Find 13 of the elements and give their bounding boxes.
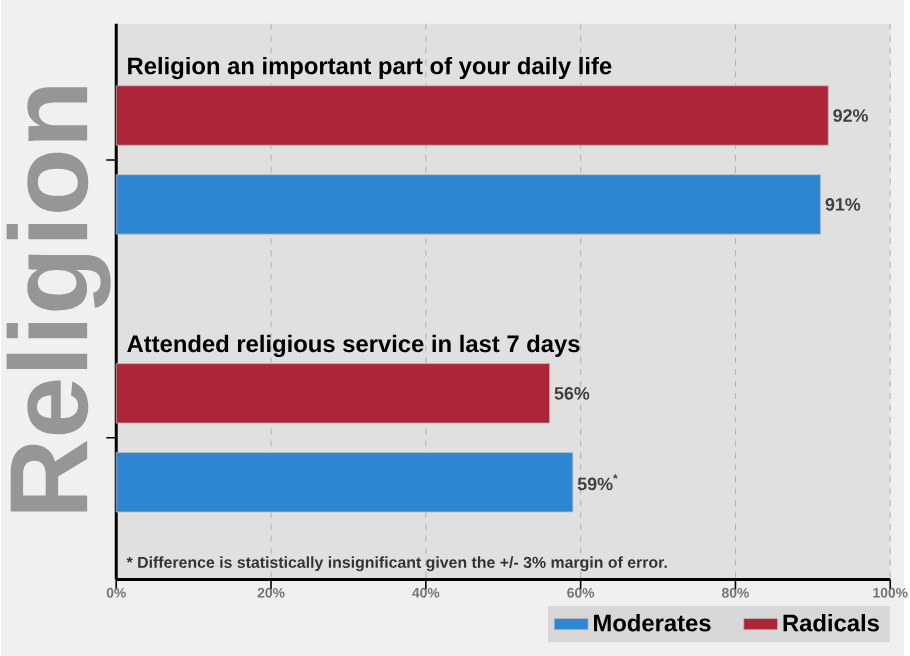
y-axis-title: Religion xyxy=(6,86,111,511)
data-label: 91% xyxy=(825,197,861,211)
legend-label: Moderates xyxy=(594,613,711,631)
data-label: 59%$^{*}$ xyxy=(577,473,618,490)
data-label: 56% xyxy=(554,386,590,400)
legend-label: Radicals xyxy=(783,613,879,631)
bar xyxy=(115,451,574,512)
data-label: 92% xyxy=(833,108,868,122)
bar xyxy=(115,362,551,424)
y-tick-label: Religion an important part of your daily life xyxy=(128,56,612,79)
y-tick-label: Attended religious service in last 7 days xyxy=(127,334,580,357)
bar xyxy=(115,173,821,235)
bar xyxy=(115,84,829,146)
